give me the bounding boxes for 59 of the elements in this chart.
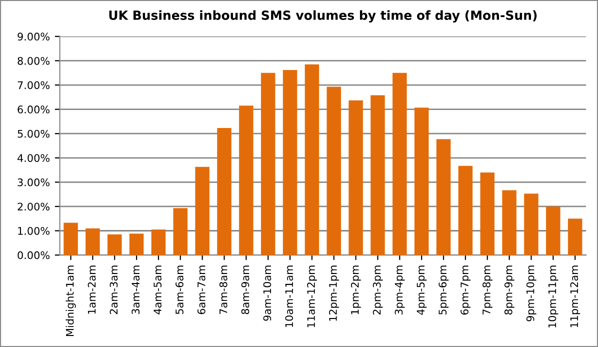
x-tick-label: 5pm-6pm bbox=[438, 266, 449, 314]
x-tick-label: 3pm-4pm bbox=[394, 266, 405, 315]
bar bbox=[173, 208, 188, 256]
bar bbox=[480, 172, 494, 256]
bar bbox=[129, 234, 144, 256]
bar bbox=[348, 100, 363, 256]
y-tick-label: 8.00% bbox=[18, 56, 50, 65]
x-tick-label: Midnight-1am bbox=[66, 266, 76, 336]
bar bbox=[217, 128, 232, 256]
x-tick-label: 9am-10am bbox=[263, 266, 272, 321]
x-tick-label: 4am-5am bbox=[154, 266, 162, 314]
y-tick-label: 5.00% bbox=[18, 130, 50, 138]
x-tick-label: 9pm-10pm bbox=[526, 266, 536, 322]
x-tick-label: 6pm-7pm bbox=[460, 266, 470, 315]
bar bbox=[392, 72, 407, 256]
y-tick-label: 6.00% bbox=[18, 106, 50, 114]
x-tick-label: 7am-8am bbox=[219, 266, 228, 314]
x-tick-label: 10am-11am bbox=[285, 266, 294, 327]
bar bbox=[568, 218, 582, 256]
y-tick-label: 0.00% bbox=[18, 251, 50, 260]
bar bbox=[107, 234, 122, 256]
bar bbox=[458, 166, 473, 256]
y-tick-label: 1.00% bbox=[18, 226, 50, 235]
x-tick-label: 1pm-2pm bbox=[350, 266, 361, 314]
x-tick-label: 3am-4am bbox=[132, 266, 140, 314]
y-tick-label: 7.00% bbox=[18, 81, 50, 90]
x-tick-label: 7pm-8pm bbox=[482, 266, 492, 314]
x-tick-label: 8am-9am bbox=[241, 266, 250, 314]
bar bbox=[370, 95, 385, 256]
y-tick-label: 4.00% bbox=[17, 154, 50, 162]
bar bbox=[524, 194, 538, 256]
bar bbox=[151, 230, 166, 256]
bar bbox=[195, 166, 210, 256]
bar bbox=[546, 206, 560, 256]
bar bbox=[260, 72, 276, 256]
x-tick-label: 4pm-5pm bbox=[416, 266, 427, 315]
y-tick-label: 2.00% bbox=[18, 202, 50, 211]
bar bbox=[282, 70, 298, 256]
x-tick-label: 11pm-12am bbox=[570, 266, 580, 328]
x-tick-label: 8pm-9pm bbox=[504, 266, 514, 315]
x-tick-label: 2pm-3pm bbox=[372, 266, 383, 315]
y-tick-label: 9.00% bbox=[18, 32, 50, 41]
x-tick-label: 6am-7am bbox=[197, 266, 206, 314]
x-tick-label: 11am-12pm bbox=[307, 266, 317, 328]
chart-title: UK Business inbound SMS volumes by time of day (Mon-Sun) bbox=[109, 10, 537, 22]
bar bbox=[64, 222, 78, 256]
x-tick-label: 2am-3am bbox=[110, 266, 118, 314]
x-tick-label: 12pm-1pm bbox=[329, 266, 339, 321]
y-tick-label: 3.00% bbox=[18, 178, 50, 186]
x-tick-label: 10pm-11pm bbox=[548, 266, 558, 328]
bar bbox=[304, 64, 320, 256]
bar bbox=[326, 86, 342, 256]
x-tick-label: 1am-2am bbox=[88, 266, 96, 314]
bar bbox=[86, 228, 100, 256]
bar bbox=[502, 190, 516, 256]
bar bbox=[436, 139, 451, 256]
x-tick-label: 5am-6am bbox=[176, 266, 184, 314]
bar bbox=[239, 106, 254, 256]
bar bbox=[414, 108, 429, 256]
